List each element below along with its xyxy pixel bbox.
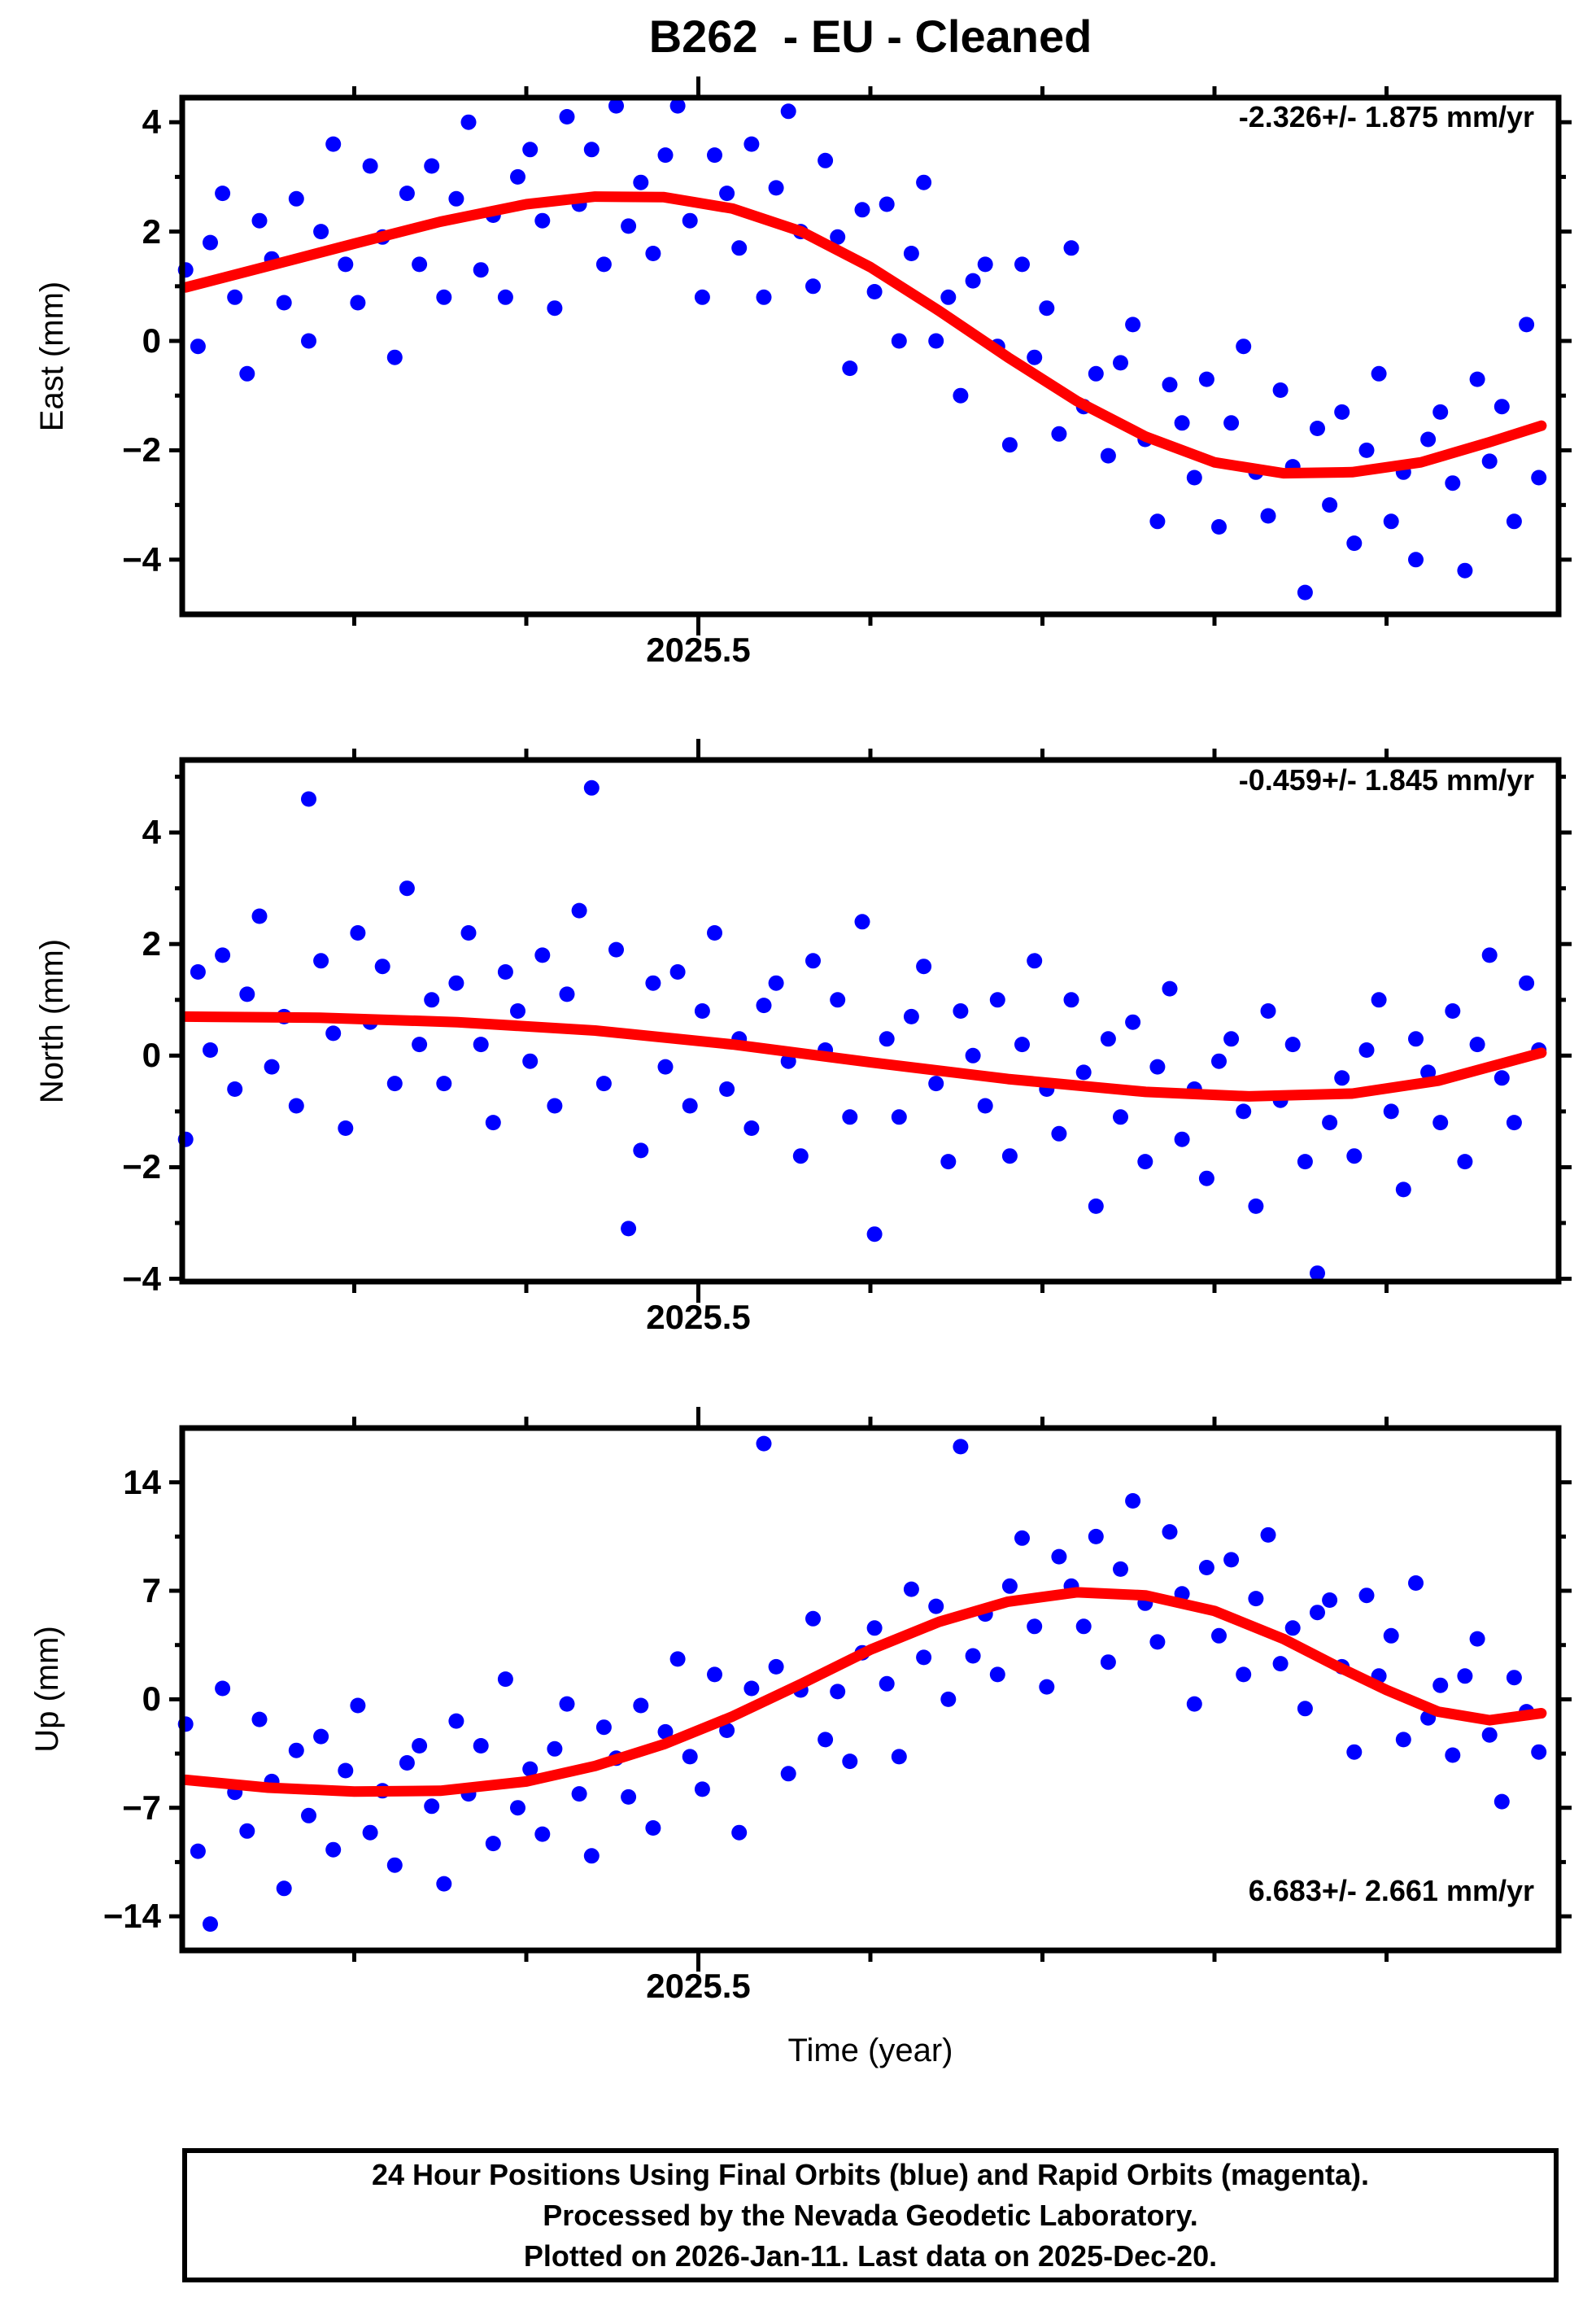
up-scatter-points (177, 1435, 1547, 1933)
footer-line-orbits: 24 Hour Positions Using Final Orbits (bl… (371, 2157, 1370, 2191)
footer-line-plotted: Plotted on 2026-Jan-11. Last data on 202… (523, 2238, 1218, 2273)
east-plot-frame (179, 94, 1562, 618)
east-ytick-label: 2 (142, 212, 161, 251)
north-scatter-points (177, 780, 1547, 1282)
east-plot (169, 76, 1572, 635)
up-ytick-label: 14 (123, 1462, 161, 1501)
east-xtick-label: 2025.5 (646, 631, 751, 669)
up-trend-line (180, 1587, 1547, 1797)
north-ytick-label: 0 (142, 1036, 161, 1075)
east-ytick-label: 4 (142, 103, 161, 142)
east-ytick-label: −2 (122, 430, 161, 469)
page-title: B262 - EU - Cleaned (648, 11, 1092, 62)
east-rate-annotation: -2.326+/- 1.875 mm/yr (1238, 100, 1534, 133)
east-ytick-label: −4 (122, 539, 161, 579)
up-ytick-label: −14 (102, 1897, 161, 1936)
north-ytick-label: 2 (142, 924, 161, 963)
north-rate-annotation: -0.459+/- 1.845 mm/yr (1238, 763, 1534, 797)
up-xtick-label: 2025.5 (646, 1967, 751, 2005)
x-axis-title: Time (year) (787, 2033, 953, 2068)
up-plot (169, 1407, 1572, 1972)
north-ytick-label: −2 (122, 1147, 161, 1186)
east-ytick-label: 0 (142, 321, 161, 360)
north-trend-line (180, 1011, 1547, 1102)
up-plot-frame (179, 1425, 1562, 1954)
north-plot (169, 739, 1572, 1303)
north-xtick-label: 2025.5 (646, 1298, 751, 1336)
footer-line-processed: Processed by the Nevada Geodetic Laborat… (543, 2198, 1198, 2232)
north-plot-frame (179, 757, 1562, 1285)
up-ytick-label: 7 (142, 1571, 161, 1610)
east-scatter-points (177, 98, 1547, 601)
north-ytick-label: −4 (122, 1259, 161, 1298)
east-trend-line (180, 191, 1547, 479)
north-ytick-label: 4 (142, 813, 161, 852)
up-ytick-label: 0 (142, 1679, 161, 1719)
up-rate-annotation: 6.683+/- 2.661 mm/yr (1248, 1874, 1534, 1907)
footer-box: 24 Hour Positions Using Final Orbits (bl… (182, 2148, 1559, 2282)
up-ytick-label: −7 (122, 1788, 161, 1827)
east-axis-ticks (169, 76, 1572, 635)
